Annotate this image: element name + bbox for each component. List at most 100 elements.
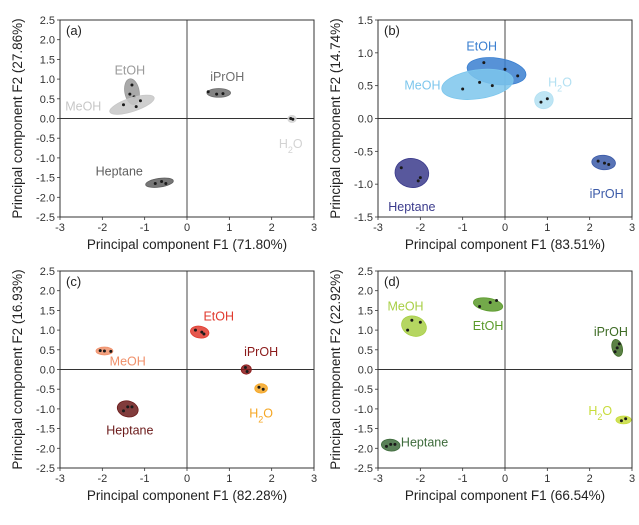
x-axis-title: Principal component F1 (71.80%) [87, 237, 287, 252]
data-point [215, 92, 219, 96]
data-point [102, 349, 106, 353]
y-tick-label: -0.5 [354, 146, 373, 158]
data-point [619, 419, 623, 423]
x-tick-label: 0 [502, 222, 508, 234]
data-point [545, 97, 549, 101]
series-label: Heptane [106, 424, 153, 438]
y-tick-label: -2.5 [36, 463, 55, 475]
series-label: iPrOH [590, 187, 624, 201]
data-point [418, 320, 422, 324]
x-tick-label: -2 [97, 473, 107, 485]
y-tick-label: -2.0 [36, 443, 55, 455]
series-h2o: H2O [249, 383, 273, 425]
x-tick-label: 3 [311, 222, 317, 234]
y-tick-label: 2.5 [40, 266, 55, 278]
data-point [221, 92, 225, 96]
data-point [384, 444, 388, 448]
panel-a: -3 -2 -1 0 1 2 3 -2.5 -2.0 -1.5 -1.0 -0.5 0.0 0.5 1.0 1… [10, 15, 317, 252]
data-point [478, 304, 482, 308]
series-label: MeOH [404, 79, 440, 93]
data-point [393, 442, 397, 446]
panel-c: -3 -2 -1 0 1 2 3 -2.5 -2.0 -1.5 -1.0 -0.5 0.0 0.5 1.0 1… [10, 266, 317, 503]
x-tick-label: 3 [629, 222, 635, 234]
data-point [416, 179, 420, 183]
y-tick-label: -2.5 [354, 463, 373, 475]
series-etoh: EtOH [190, 309, 234, 339]
confidence-ellipse [109, 94, 155, 115]
x-tick-label: 3 [629, 473, 635, 485]
data-point [261, 387, 265, 391]
y-tick-label: -1.5 [36, 424, 55, 436]
y-tick-label: -0.5 [354, 384, 373, 396]
data-point [130, 83, 134, 87]
x-tick-label: -3 [373, 222, 383, 234]
y-tick-label: 0.5 [358, 345, 373, 357]
x-axis-title: Principal component F1 (83.51%) [405, 237, 605, 252]
y-tick-label: 2.0 [358, 286, 373, 298]
y-tick-label: 0.0 [40, 114, 55, 126]
y-tick-label: 1.5 [40, 305, 55, 317]
data-point [291, 117, 295, 121]
y-tick-label: 0.0 [358, 114, 373, 126]
y-tick-label: -2.5 [36, 212, 55, 224]
y-tick-label: 0.5 [358, 81, 373, 93]
series-heptane: Heptane [388, 158, 436, 214]
data-point [389, 442, 393, 446]
confidence-ellipse [190, 325, 210, 339]
x-tick-label: 3 [311, 473, 317, 485]
series-label: H2O [249, 407, 273, 425]
confidence-ellipse [394, 158, 430, 188]
x-tick-label: -1 [458, 222, 468, 234]
data-point [488, 301, 492, 305]
series-label: Heptane [96, 165, 143, 179]
y-tick-label: -1.5 [354, 424, 373, 436]
series-label: H2O [588, 404, 612, 422]
y-axis-title: Principal component F2 (16.93%) [10, 269, 25, 469]
data-point [516, 74, 520, 78]
y-tick-label: -0.5 [36, 384, 55, 396]
x-tick-label: 1 [544, 222, 550, 234]
series-label: H2O [279, 137, 303, 155]
series-h2o: H2O [588, 404, 632, 425]
data-point [153, 182, 157, 186]
data-point [406, 328, 410, 332]
x-tick-label: 2 [587, 473, 593, 485]
series-meoh: MeOH [65, 94, 155, 115]
series-iproh: iPrOH [240, 345, 278, 375]
series-label: EtOH [203, 309, 234, 323]
confidence-ellipse [240, 364, 252, 375]
y-tick-label: 2.0 [40, 35, 55, 47]
series-meoh: MeOH [387, 299, 427, 337]
data-point [164, 182, 168, 186]
y-tick-label: 1.0 [40, 325, 55, 337]
series-label: MeOH [387, 299, 423, 313]
x-tick-label: -1 [140, 222, 150, 234]
series-iproh: iPrOH [594, 325, 628, 357]
series-iproh: iPrOH [206, 70, 244, 98]
data-point [109, 349, 113, 353]
panel-label: (a) [66, 23, 82, 38]
x-tick-label: -1 [140, 473, 150, 485]
x-tick-label: -3 [55, 473, 65, 485]
x-tick-label: -1 [458, 473, 468, 485]
y-tick-label: 0.0 [358, 365, 373, 377]
y-tick-label: 1.5 [358, 15, 373, 27]
series-label: Heptane [401, 435, 448, 449]
x-tick-label: -2 [415, 473, 425, 485]
x-tick-label: 0 [184, 222, 190, 234]
series-iproh: iPrOH [590, 154, 624, 201]
y-tick-label: 0.5 [40, 94, 55, 106]
data-point [399, 166, 403, 170]
y-tick-label: -1.5 [36, 173, 55, 185]
y-tick-label: -2.0 [354, 443, 373, 455]
panel-label: (c) [66, 274, 81, 289]
x-tick-label: 1 [226, 473, 232, 485]
y-tick-label: 2.0 [40, 286, 55, 298]
data-point [138, 99, 142, 103]
y-tick-label: -2.0 [36, 192, 55, 204]
x-axis-title: Principal component F1 (82.28%) [87, 488, 287, 503]
data-point [122, 103, 125, 107]
data-point [126, 405, 130, 409]
y-axis-title: Principal component F2 (14.74%) [328, 18, 343, 218]
